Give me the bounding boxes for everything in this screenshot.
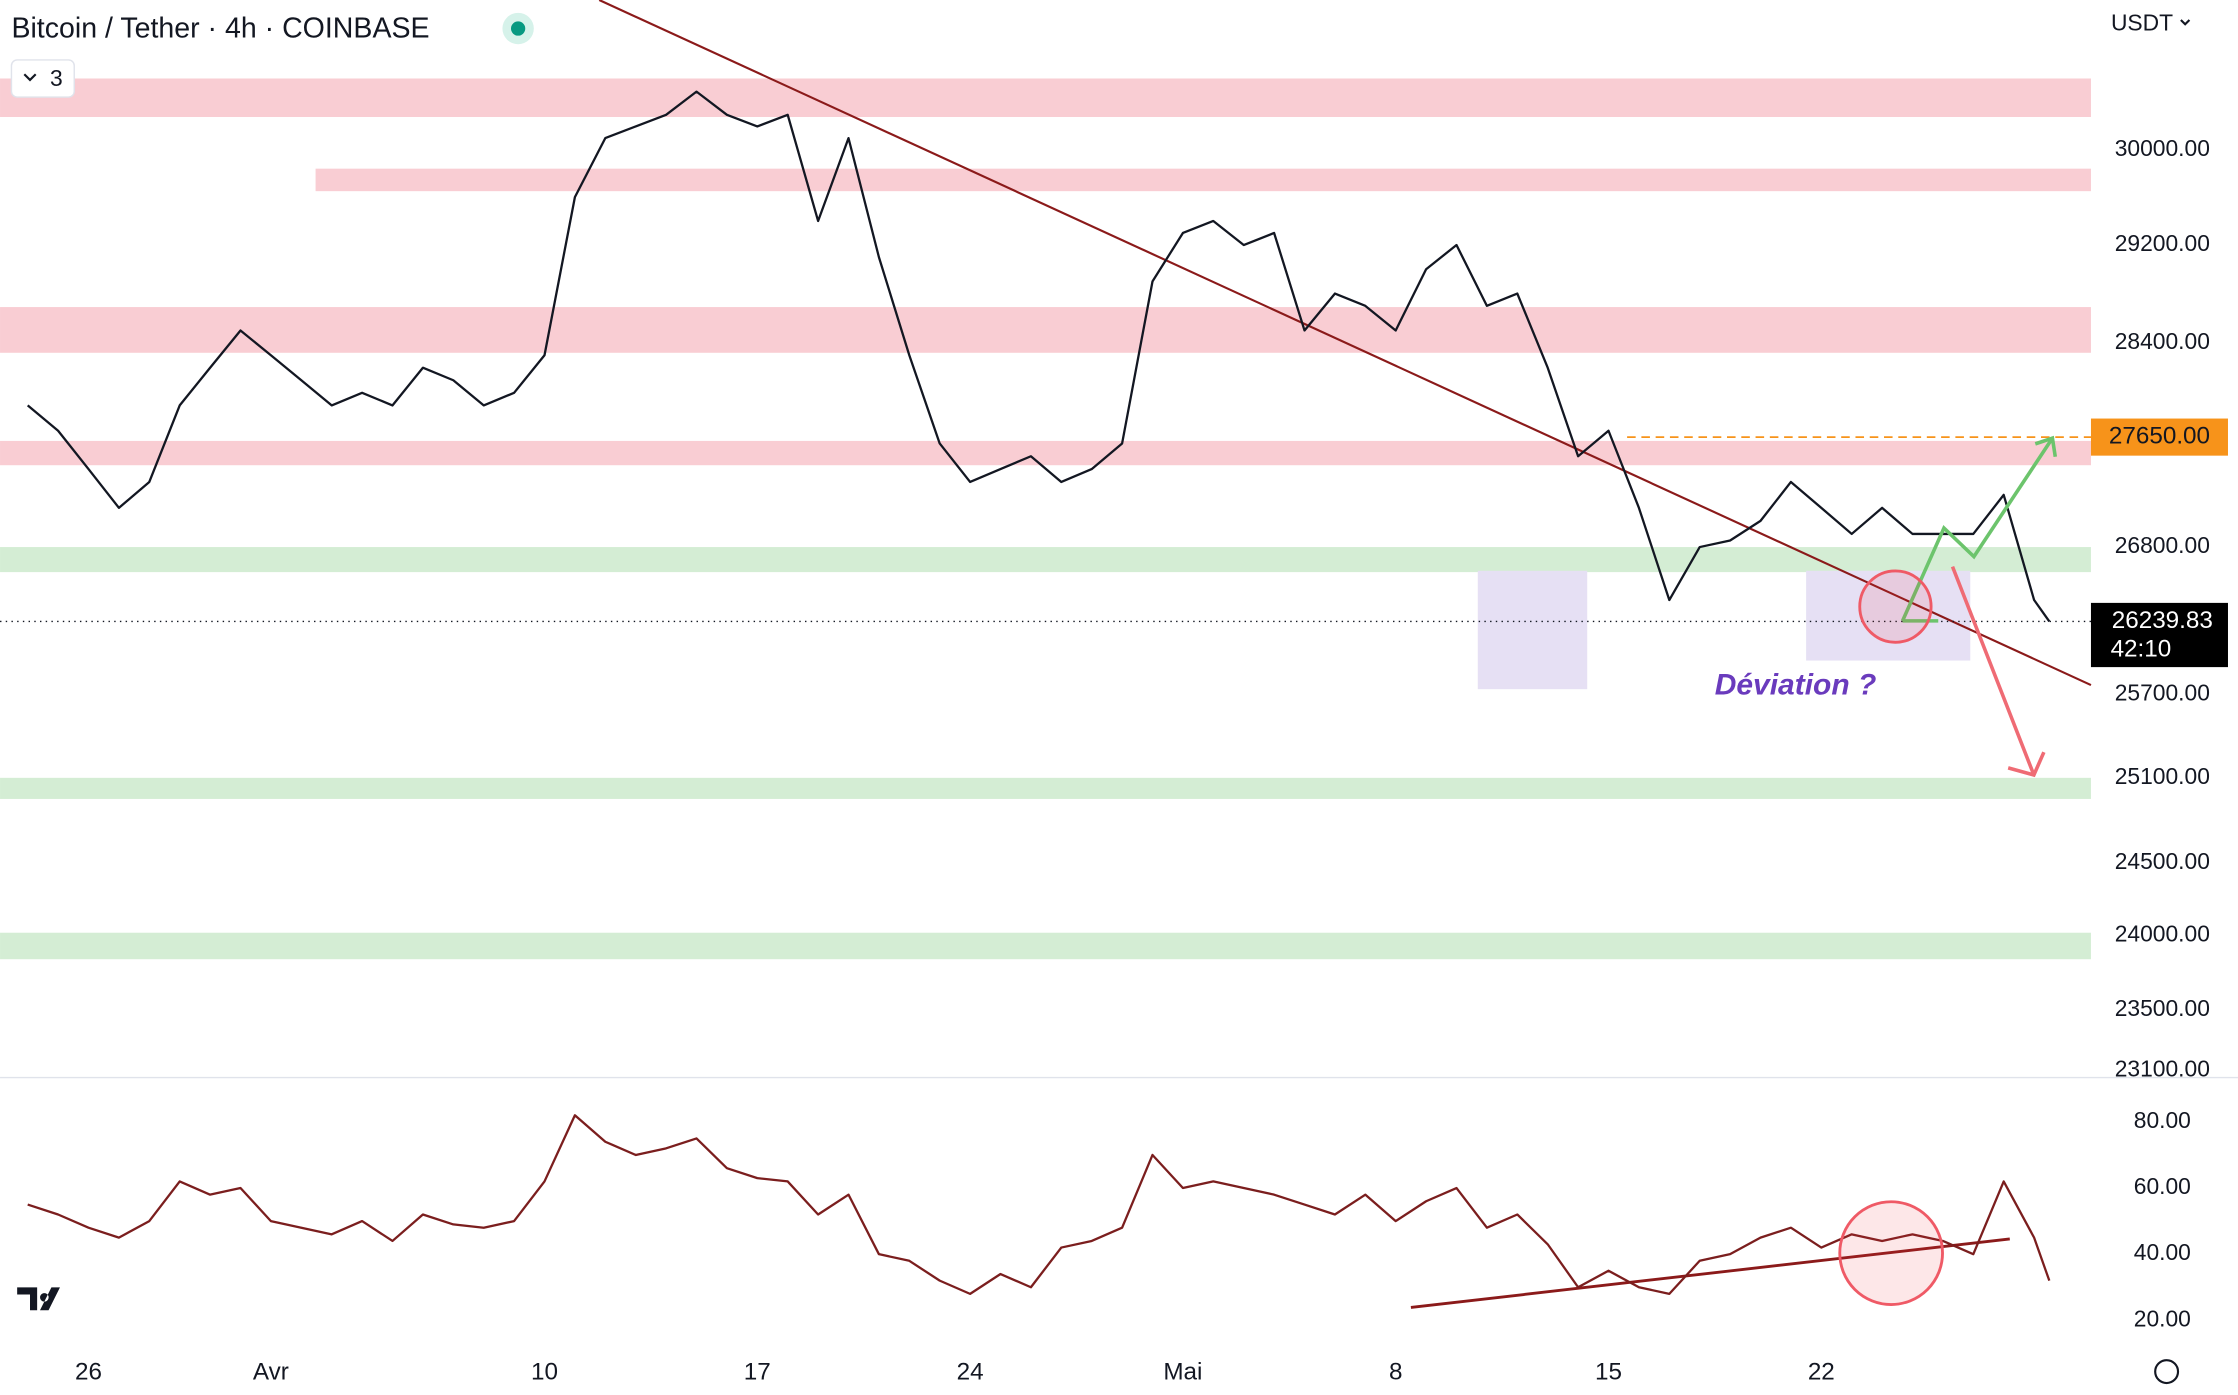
zone [0,547,2091,573]
chart-title: Bitcoin / Tether · 4h · COINBASE [11,13,429,45]
indicator-toggle[interactable] [10,59,75,98]
range-box [1806,570,1971,661]
y-tick-label: 24000.00 [2115,921,2210,947]
last-price-label: 26239.83 [2112,607,2213,634]
target-badge [2090,418,2228,456]
zone [0,777,2091,799]
logo [17,1287,60,1311]
price-line [27,1114,2051,1296]
countdown: 42:10 [2111,635,2172,662]
rsi-tick-label: 40.00 [2134,1239,2191,1265]
y-tick-label: 25700.00 [2115,680,2210,706]
zone [0,78,2091,118]
price-line [26,90,2051,623]
chevron [2180,19,2191,26]
zone [315,168,2091,192]
target-label: 27650.00 [2109,423,2210,450]
chevron [23,73,37,82]
y-tick-label: 28400.00 [2115,328,2210,354]
x-tick-label: 17 [744,1358,771,1385]
bull-arrow [1900,435,2058,623]
last-price-badge [2090,602,2228,668]
y-tick-label: 24500.00 [2115,848,2210,874]
y-tick-label: 30000.00 [2115,135,2210,161]
rsi-tick-label: 20.00 [2134,1305,2191,1331]
zone [0,932,2091,960]
x-tick-label: 22 [1808,1358,1835,1385]
highlight-circle [1838,1200,1944,1306]
status-dot [510,21,526,36]
x-tick-label: 26 [75,1358,102,1385]
range-box [1477,570,1588,690]
y-tick-label: 23500.00 [2115,995,2210,1021]
rsi-trendline [1410,1237,2010,1309]
zone [0,440,2091,466]
rsi-tick-label: 80.00 [2134,1107,2191,1133]
bear-arrow [1950,565,2046,778]
x-tick-label: 24 [957,1358,984,1385]
trendline [598,0,2092,687]
indicator-count: 3 [50,65,63,91]
y-tick-label: 29200.00 [2115,230,2210,256]
settings-icon[interactable] [2154,1359,2180,1385]
rsi-tick-label: 60.00 [2134,1173,2191,1199]
x-tick-label: 15 [1595,1358,1622,1385]
x-tick-label: 10 [531,1358,558,1385]
currency[interactable]: USDT [2111,9,2173,35]
y-tick-label: 26800.00 [2115,532,2210,558]
x-tick-label: Mai [1163,1358,1202,1385]
x-tick-label: Avr [253,1358,289,1385]
zone [0,307,2091,353]
annotation: Déviation ? [1715,668,1877,701]
highlight-circle [1858,569,1933,644]
y-tick-label: 25100.00 [2115,763,2210,789]
x-tick-label: 8 [1389,1358,1403,1385]
